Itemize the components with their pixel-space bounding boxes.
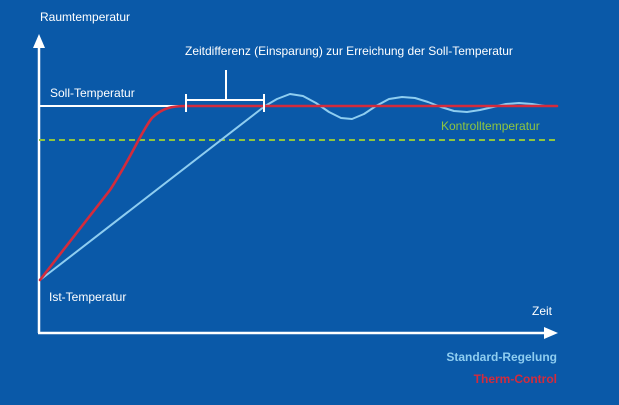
- therm-control-curve: [38, 104, 559, 282]
- axes: [33, 34, 558, 339]
- y-axis-label: Raumtemperatur: [40, 10, 131, 24]
- x-axis-label: Zeit: [532, 304, 553, 318]
- x-axis-arrowhead: [544, 327, 558, 339]
- standard-regulation-curve: [39, 93, 557, 281]
- legend-standard-regelung: Standard-Regelung: [446, 350, 557, 364]
- control-temperature-label: Kontrolltemperatur: [441, 119, 540, 133]
- y-axis-arrowhead: [33, 34, 45, 48]
- setpoint-label: Soll-Temperatur: [50, 86, 135, 100]
- time-difference-label: Zeitdifferenz (Einsparung) zur Erreichun…: [185, 44, 513, 58]
- actual-temperature-label: Ist-Temperatur: [49, 290, 127, 304]
- time-difference-bracket: [185, 70, 265, 112]
- legend-therm-control: Therm-Control: [473, 372, 557, 386]
